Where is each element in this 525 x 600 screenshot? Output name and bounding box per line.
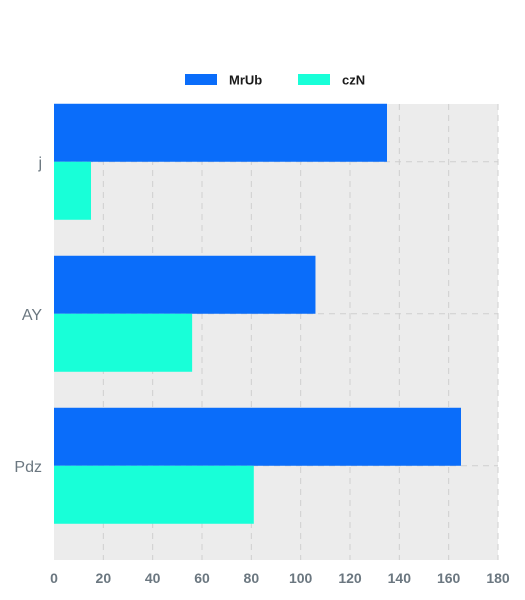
x-tick-label: 40 — [145, 570, 161, 586]
x-tick-label: 120 — [338, 570, 362, 586]
x-tick-label: 140 — [388, 570, 412, 586]
bars — [54, 103, 461, 524]
y-tick-label: j — [37, 155, 42, 172]
bar-MrUb-AY — [54, 255, 316, 314]
bar-czN-AY — [54, 313, 193, 372]
bar-czN-j — [54, 161, 91, 220]
legend-label: czN — [342, 73, 365, 88]
x-tick-label: 0 — [50, 570, 58, 586]
legend: MrUb czN — [185, 73, 365, 88]
legend-swatch — [298, 74, 330, 85]
y-axis-ticks: j AY Pdz — [14, 155, 42, 476]
legend-swatch — [185, 74, 217, 85]
x-tick-label: 60 — [194, 570, 210, 586]
bar-MrUb-Pdz — [54, 407, 461, 466]
x-tick-label: 20 — [96, 570, 112, 586]
y-tick-label: Pdz — [14, 459, 42, 476]
x-axis-ticks: 0 20 40 60 80 100 120 140 160 180 — [50, 570, 510, 586]
x-tick-label: 180 — [486, 570, 510, 586]
y-tick-label: AY — [22, 307, 42, 324]
x-tick-label: 100 — [289, 570, 313, 586]
bar-MrUb-j — [54, 103, 387, 162]
x-tick-label: 160 — [437, 570, 461, 586]
x-tick-label: 80 — [244, 570, 260, 586]
bar-czN-Pdz — [54, 465, 254, 524]
legend-label: MrUb — [229, 73, 262, 88]
